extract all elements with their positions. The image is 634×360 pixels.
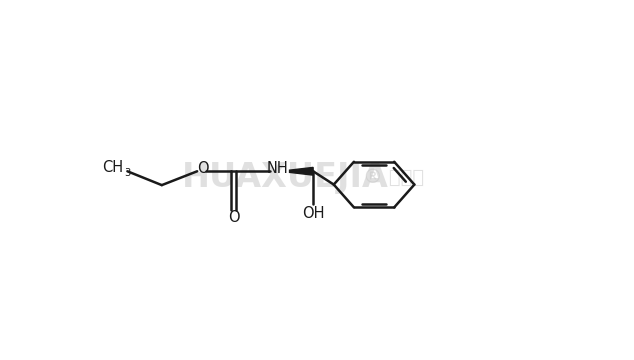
Text: 3: 3 (124, 168, 131, 177)
Text: CH: CH (102, 161, 123, 175)
Text: HUAXUEJIA: HUAXUEJIA (182, 161, 389, 194)
Text: OH: OH (302, 206, 325, 221)
Text: ® 化学加: ® 化学加 (363, 168, 424, 187)
Polygon shape (290, 167, 313, 175)
Text: O: O (228, 210, 240, 225)
Text: NH: NH (266, 161, 288, 176)
Text: O: O (197, 161, 209, 176)
